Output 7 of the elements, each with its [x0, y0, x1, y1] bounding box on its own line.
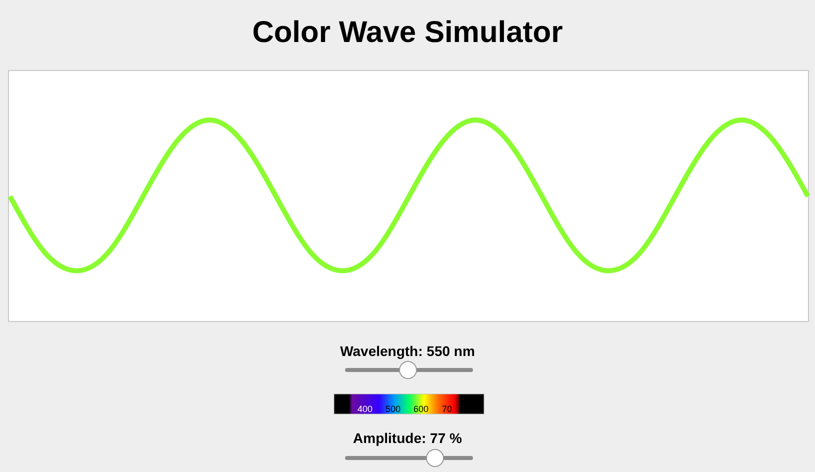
text: 500 — [385, 404, 401, 414]
text: 70 — [442, 404, 452, 414]
text: 400 — [357, 404, 373, 414]
text: 600 — [413, 404, 429, 414]
text: Amplitude: 77 % — [353, 430, 462, 446]
chart-title: Color Wave Simulator — [252, 16, 564, 49]
text: Wavelength: 550 nm — [340, 343, 475, 359]
